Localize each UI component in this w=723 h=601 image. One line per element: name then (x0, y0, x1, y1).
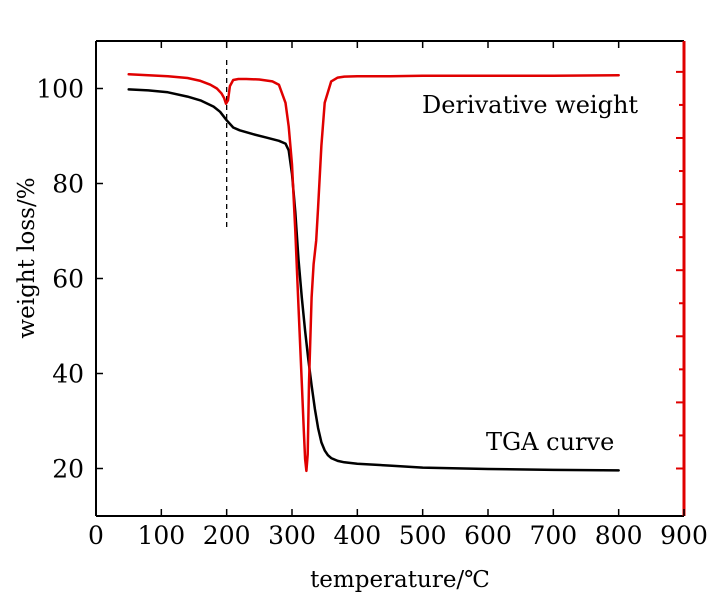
x-tick-label: 300 (268, 521, 316, 550)
label-layer: Derivative weight TGA curve temperature/… (14, 91, 638, 593)
y-tick-label: 100 (36, 75, 84, 104)
series-layer (127, 60, 620, 473)
y-tick-label: 40 (52, 360, 84, 389)
x-tick-label: 900 (660, 521, 708, 550)
y-tick-label: 20 (52, 455, 84, 484)
x-tick-label: 400 (333, 521, 381, 550)
y-axis-label: weight loss/% (14, 177, 40, 338)
series-line-derivative (127, 73, 620, 473)
annotation-derivative-weight: Derivative weight (422, 91, 638, 119)
axes-layer: 0 100 200 300 400 500 600 700 800 900 20 40 60 80 100 (36, 40, 708, 550)
series-line-tga (127, 88, 620, 472)
x-tick-label: 800 (595, 521, 643, 550)
x-tick-label: 600 (464, 521, 512, 550)
x-tick-label: 200 (203, 521, 251, 550)
x-tick-label: 0 (88, 521, 104, 550)
y-tick-label: 80 (52, 170, 84, 199)
x-tick-label: 100 (137, 521, 185, 550)
x-tick-label: 500 (399, 521, 447, 550)
x-axis-label: temperature/℃ (310, 567, 490, 593)
x-tick-label: 700 (529, 521, 577, 550)
annotation-tga-curve: TGA curve (486, 428, 614, 456)
y-tick-label: 60 (52, 265, 84, 294)
